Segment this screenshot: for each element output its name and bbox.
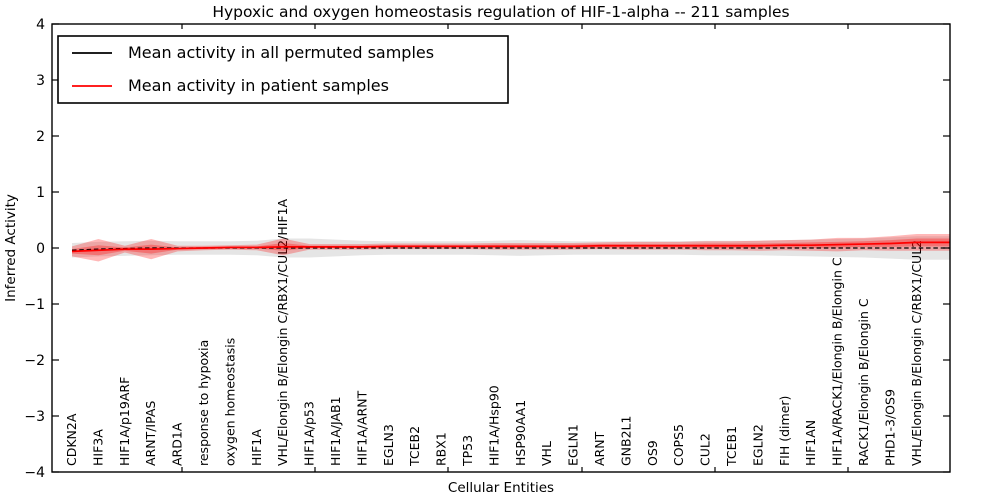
mean-lines-layer	[71, 241, 950, 253]
x-category-label: ARNT/IPAS	[143, 401, 158, 466]
y-tick-label: −3	[24, 409, 45, 425]
x-category-label: COPS5	[671, 424, 686, 466]
x-category-label: RACK1/Elongin B/Elongin C	[856, 298, 871, 466]
chart-title: Hypoxic and oxygen homeostasis regulatio…	[212, 3, 789, 21]
x-category-label: CUL2	[698, 433, 713, 466]
x-category-label: CDKN2A	[64, 413, 79, 466]
legend-label-patient: Mean activity in patient samples	[128, 76, 389, 95]
y-tick-labels: 4 3 2 1 0 −1 −2 −3 −4	[24, 17, 45, 481]
x-category-label: HIF1AN	[803, 420, 818, 466]
x-category-label: HIF1A/RACK1/Elongin B/Elongin C	[830, 257, 845, 466]
x-category-label: oxygen homeostasis	[222, 338, 237, 466]
x-axis-label: Cellular Entities	[448, 480, 554, 496]
legend-frame	[57, 35, 509, 104]
y-tick-label: −1	[24, 297, 45, 313]
mean-line-permuted	[71, 247, 950, 251]
x-category-label: HIF1A/JAB1	[328, 396, 343, 466]
legend-box: Mean activity in all permuted samples Me…	[57, 35, 509, 104]
x-category-label: ARD1A	[170, 422, 185, 466]
x-category-label: EGLN3	[381, 424, 396, 466]
y-tick-label: 0	[36, 241, 45, 257]
y-tick-label: −2	[24, 353, 45, 369]
y-tick-label: 1	[36, 185, 45, 201]
x-category-labels: CDKN2A HIF3A HIF1A/p19ARF ARNT/IPAS ARD1A res…	[64, 198, 924, 467]
x-category-label: VHL/Elongin B/Elongin C/RBX1/CUL2	[909, 240, 924, 466]
x-category-label: GNB2L1	[618, 416, 633, 466]
x-category-label: EGLN1	[566, 424, 581, 466]
x-category-label: response to hypoxia	[196, 340, 211, 466]
y-tick-label: 2	[36, 129, 45, 145]
legend-label-permuted: Mean activity in all permuted samples	[128, 43, 434, 62]
y-tick-label: 3	[36, 73, 45, 89]
x-category-label: PHD1-3/OS9	[882, 389, 897, 466]
mean-line-patient	[71, 241, 950, 253]
x-category-label: OS9	[645, 440, 660, 466]
x-category-label: VHL	[539, 441, 554, 466]
x-category-label: HSP90AA1	[513, 400, 528, 466]
axis-ticks	[52, 23, 950, 473]
x-category-label: TCEB2	[407, 426, 422, 467]
x-category-label: FIH (dimer)	[777, 396, 792, 466]
x-category-label: HIF3A	[90, 429, 105, 466]
x-category-label: ARNT	[592, 431, 607, 466]
x-category-label: TP53	[460, 435, 475, 467]
x-category-label: RBX1	[434, 432, 449, 466]
x-category-label: HIF1A/ARNT	[354, 390, 369, 466]
x-category-label: EGLN2	[750, 424, 765, 466]
x-category-label: HIF1A/p53	[302, 401, 317, 466]
x-category-label: TCEB1	[724, 426, 739, 467]
x-category-label: VHL/Elongin B/Elongin C/RBX1/CUL2/HIF1A	[275, 198, 290, 466]
legend-entry-permuted: Mean activity in all permuted samples	[72, 43, 434, 62]
x-category-label: HIF1A/Hsp90	[486, 385, 501, 466]
y-axis-label: Inferred Activity	[3, 194, 19, 302]
y-tick-label: 4	[36, 17, 45, 33]
legend-entry-patient: Mean activity in patient samples	[72, 76, 389, 95]
y-tick-label: −4	[24, 465, 45, 481]
x-category-label: HIF1A/p19ARF	[117, 377, 132, 466]
x-category-label: HIF1A	[249, 429, 264, 466]
